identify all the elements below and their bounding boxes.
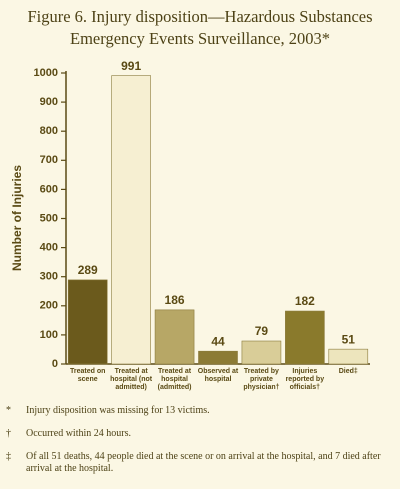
bar (285, 310, 325, 365)
y-tick-label: 0 (52, 358, 58, 370)
y-tick-label: 900 (40, 96, 58, 108)
y-tick-label: 300 (40, 271, 58, 283)
value-label: 289 (78, 263, 98, 277)
x-tick-label: Treated at hospital (not admitted) (110, 368, 153, 391)
footnote: * Injury disposition was missing for 13 v… (6, 405, 394, 417)
x-tick-label: Treated by private physician† (243, 368, 280, 391)
footnote-text: Occurred within 24 hours. (26, 428, 131, 439)
y-tick-label: 400 (40, 242, 58, 254)
bar (198, 350, 238, 365)
value-label: 44 (211, 334, 225, 348)
footnote-text: Injury disposition was missing for 13 vi… (26, 405, 210, 416)
value-label: 51 (342, 332, 356, 346)
chart-title: Figure 6. Injury disposition—Hazardous S… (27, 7, 373, 48)
y-tick-label: 100 (40, 329, 58, 341)
bar (111, 75, 151, 365)
footnote-symbol: ‡ (6, 451, 11, 462)
x-tick-label: Died‡ (338, 368, 358, 375)
y-tick-label: 600 (40, 183, 58, 195)
x-tick-label: Observed at hospital (197, 368, 239, 383)
y-tick-label: 1000 (34, 67, 58, 79)
footnote-symbol: † (6, 428, 11, 439)
bar (328, 348, 369, 365)
x-tick-label: Injuries reported by officials† (285, 368, 325, 391)
footnote: ‡ Of all 51 deaths, 44 people died at the… (6, 451, 394, 475)
bar (154, 309, 195, 365)
x-tick-label: Treated on scene (70, 368, 106, 383)
x-tick-label: Treated at hospital (admitted) (157, 368, 192, 391)
value-label: 991 (121, 59, 141, 73)
bar (241, 340, 282, 365)
y-tick-label: 500 (40, 212, 58, 224)
value-label: 186 (165, 293, 185, 307)
footnote-text: Of all 51 deaths, 44 people died at the … (26, 451, 381, 474)
footnote: † Occurred within 24 hours. (6, 428, 394, 440)
y-axis-label: Number of Injuries (10, 165, 24, 271)
footnote-symbol: * (6, 405, 11, 416)
value-label: 79 (255, 324, 269, 338)
y-tick-label: 200 (40, 300, 58, 312)
y-tick-label: 700 (40, 154, 58, 166)
value-label: 182 (295, 294, 315, 308)
y-tick-label: 800 (40, 125, 58, 137)
bar (67, 279, 108, 365)
